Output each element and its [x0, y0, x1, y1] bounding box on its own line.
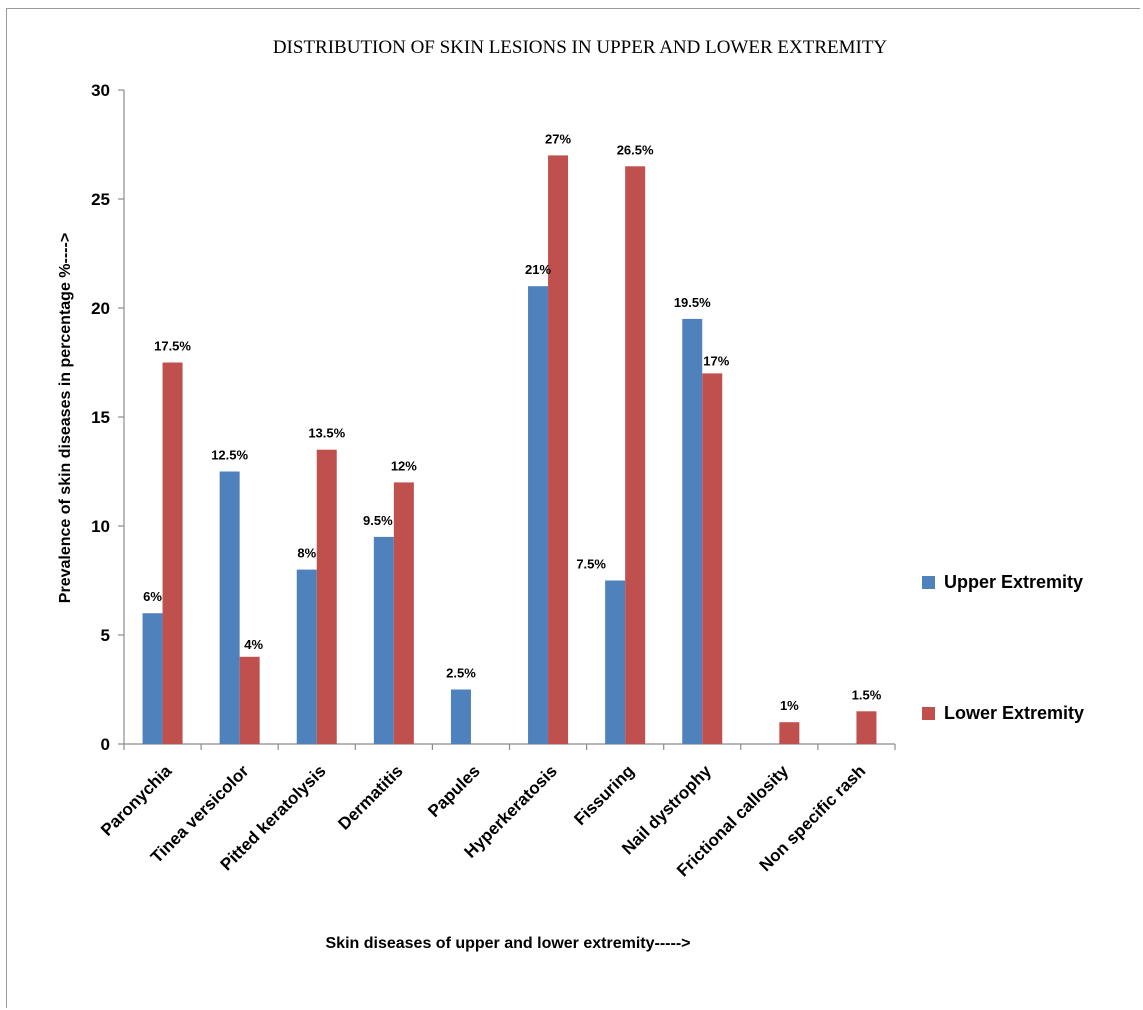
y-tick-label: 30	[91, 81, 110, 100]
data-label: 12.5%	[211, 448, 248, 463]
bar-upper	[373, 536, 394, 744]
legend-swatch	[922, 576, 935, 589]
chart-title: DISTRIBUTION OF SKIN LESIONS IN UPPER AN…	[273, 37, 888, 58]
data-label: 1%	[780, 698, 799, 713]
bar-lower	[779, 722, 800, 744]
data-label: 7.5%	[576, 557, 606, 572]
bar-lower	[625, 166, 646, 745]
legend-swatch	[922, 707, 935, 720]
bar-lower	[162, 362, 183, 744]
data-labels: 6% 17.5% 12.5% 4% 8% 13.5% 9.5% 12% 2.5% 21% 27% 7.…	[143, 131, 882, 713]
data-label: 6%	[143, 589, 162, 604]
bar-upper	[296, 569, 317, 744]
legend: Upper Extremity Lower Extremity	[922, 572, 1084, 723]
data-label: 13.5%	[308, 426, 345, 441]
bar-lower	[548, 155, 569, 744]
chart-frame	[6, 8, 1140, 1008]
y-tick-label: 25	[91, 190, 110, 209]
legend-label: Lower Extremity	[944, 703, 1084, 723]
bar-upper	[219, 471, 240, 744]
x-tick-label: Paronychia	[97, 761, 176, 840]
bar-upper	[682, 318, 703, 744]
x-axis-label: Skin diseases of upper and lower extremi…	[326, 935, 691, 952]
data-label: 8%	[297, 546, 316, 561]
data-label: 4%	[244, 637, 263, 652]
data-label: 2.5%	[446, 666, 476, 681]
bar-upper	[605, 580, 626, 744]
bar-lower	[393, 482, 414, 744]
data-label: 26.5%	[617, 142, 654, 157]
data-label: 17%	[703, 353, 729, 368]
bar-lower	[856, 711, 877, 744]
y-tick-label: 10	[91, 517, 110, 536]
x-tick-label: Fissuring	[570, 761, 638, 829]
bar-upper	[528, 286, 549, 744]
legend-label: Upper Extremity	[944, 572, 1083, 592]
bar-upper	[142, 613, 163, 744]
x-tick-label: Dermatitis	[334, 761, 406, 833]
y-tick-label: 15	[91, 408, 110, 427]
data-label: 19.5%	[674, 295, 711, 310]
data-label: 21%	[525, 262, 551, 277]
x-tick-label: Papules	[424, 761, 484, 821]
data-label: 17.5%	[154, 339, 191, 354]
bar-lower	[702, 373, 723, 744]
bar-lower	[316, 449, 337, 744]
bar-lower	[239, 656, 260, 744]
axes: 0 5 10 15 20 25 30	[91, 81, 896, 754]
bars	[142, 155, 877, 745]
data-label: 1.5%	[852, 687, 882, 702]
bar-upper	[450, 689, 471, 744]
data-label: 9.5%	[363, 513, 393, 528]
y-tick-label: 5	[101, 626, 110, 645]
y-tick-label: 0	[101, 735, 110, 754]
data-label: 27%	[545, 131, 571, 146]
y-tick-label: 20	[91, 299, 110, 318]
y-axis-label: Prevalence of skin diseases in percentag…	[57, 233, 74, 603]
data-label: 12%	[391, 458, 417, 473]
